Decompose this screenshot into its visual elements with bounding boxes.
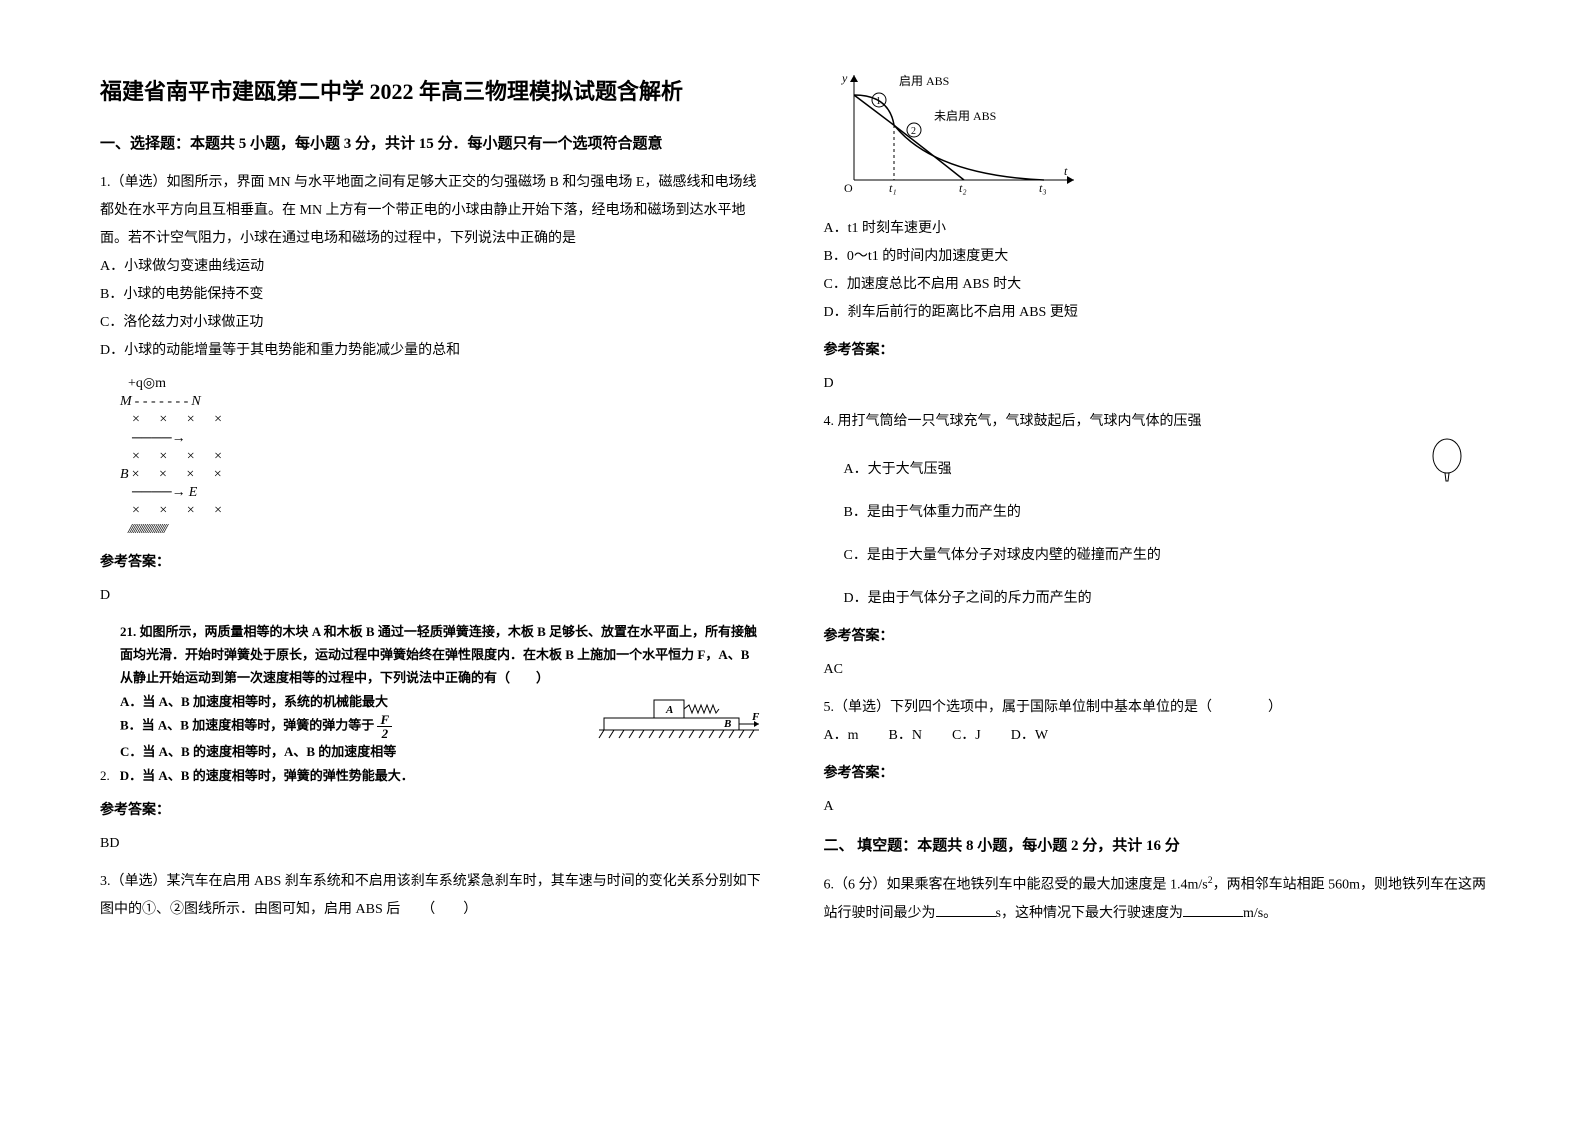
q5-optB: B．N [889, 722, 922, 750]
svg-text:A: A [665, 704, 673, 716]
svg-text:未启用 ABS: 未启用 ABS [934, 109, 996, 123]
svg-text:y: y [841, 71, 848, 85]
svg-text:F: F [751, 711, 760, 723]
q5-answer: A [824, 793, 1488, 821]
q1-E: E [189, 484, 198, 502]
q21-stem: 21. 如图所示，两质量相等的木块 A 和木板 B 通过一轻质弹簧连接，木板 B… [120, 620, 764, 690]
q1-charge-label: +q◎m [128, 375, 764, 393]
q1-optA: A．小球做匀变速曲线运动 [100, 253, 764, 281]
balloon-icon [1427, 436, 1467, 496]
question-1: 1.（单选）如图所示，界面 MN 与水平地面之间有足够大正交的匀强磁场 B 和匀… [100, 169, 764, 610]
q1-answer-label: 参考答案： [100, 549, 764, 577]
svg-text:启用 ABS: 启用 ABS [899, 74, 949, 88]
q1-stem: 1.（单选）如图所示，界面 MN 与水平地面之间有足够大正交的匀强磁场 B 和匀… [100, 169, 764, 253]
q4-answer: AC [824, 656, 1488, 684]
q5-optD: D．W [1011, 722, 1048, 750]
q4-answer-label: 参考答案： [824, 623, 1488, 651]
q1-crosses3: × × × × [120, 502, 764, 520]
q5-stem: 5.（单选）下列四个选项中，属于国际单位制中基本单位的是（ ） [824, 694, 1488, 722]
q4-optA: A．大于大气压强 [844, 456, 1488, 484]
q3-answer-label: 参考答案： [824, 337, 1488, 365]
svg-text:t₂: t₂ [959, 181, 967, 195]
q1-optD: D．小球的动能增量等于其电势能和重力势能减少量的总和 [100, 337, 764, 365]
q5-answer-label: 参考答案： [824, 760, 1488, 788]
q3-optC: C．加速度总比不启用 ABS 时大 [824, 271, 1488, 299]
q2-answer: BD [100, 830, 764, 858]
q1-B: B [120, 466, 129, 484]
question-5: 5.（单选）下列四个选项中，属于国际单位制中基本单位的是（ ） A．m B．N … [824, 694, 1488, 821]
question-2: 21. 如图所示，两质量相等的木块 A 和木板 B 通过一轻质弹簧连接，木板 B… [100, 620, 764, 858]
svg-text:2: 2 [911, 126, 916, 137]
q4-optC: C．是由于大量气体分子对球皮内壁的碰撞而产生的 [844, 542, 1488, 570]
svg-text:1: 1 [876, 96, 881, 107]
q1-N: N [191, 393, 200, 411]
left-column: 福建省南平市建瓯第二中学 2022 年高三物理模拟试题含解析 一、选择题：本题共… [100, 70, 764, 1052]
right-column: 1 2 y t O t₁ t₂ t₃ 启用 ABS 未启用 ABS A．t1 时… [824, 70, 1488, 1052]
question-4: 4. 用打气筒给一只气球充气，气球鼓起后，气球内气体的压强 A．大于大气压强 B… [824, 408, 1488, 684]
svg-text:t₁: t₁ [889, 181, 897, 195]
q1-answer: D [100, 582, 764, 610]
q1-diagram: +q◎m M - - - - - - - N × × × × ────→ × ×… [120, 375, 764, 539]
q6-blank1[interactable] [936, 900, 996, 917]
q4-stem: 4. 用打气筒给一只气球充气，气球鼓起后，气球内气体的压强 [824, 408, 1488, 436]
q1-optC: C．洛伦兹力对小球做正功 [100, 309, 764, 337]
q1-arrow: ────→ [132, 430, 764, 448]
q2-prefix: 2. [100, 764, 110, 787]
q3-optB: B．0～t1 的时间内加速度更大 [824, 243, 1488, 271]
svg-text:t: t [1064, 164, 1068, 178]
section2-header: 二、 填空题：本题共 8 小题，每小题 2 分，共计 16 分 [824, 831, 1488, 861]
q6-unit1: s，这种情况下最大行驶速度为 [996, 906, 1183, 921]
q5-optC: C．J [952, 722, 981, 750]
q3-graph: 1 2 y t O t₁ t₂ t₃ 启用 ABS 未启用 ABS [834, 70, 1084, 200]
question-3-stem: 3.（单选）某汽车在启用 ABS 刹车系统和不启用该刹车系统紧急刹车时，其车速与… [100, 868, 764, 924]
section1-header: 一、选择题：本题共 5 小题，每小题 3 分，共计 15 分．每小题只有一个选项… [100, 129, 764, 159]
q4-optB: B．是由于气体重力而产生的 [844, 499, 1488, 527]
svg-text:B: B [723, 718, 731, 730]
q21-optC: C．当 A、B 的速度相等时，A、B 的加速度相等 [120, 740, 764, 763]
q1-M: M [120, 393, 132, 411]
question-6: 6.（6 分）如果乘客在地铁列车中能忍受的最大加速度是 1.4m/s2，两相邻车… [824, 871, 1488, 928]
page-title: 福建省南平市建瓯第二中学 2022 年高三物理模拟试题含解析 [100, 70, 764, 114]
q21-optB: B．当 A、B 加速度相等时，弹簧的弹力等于 F2 [120, 713, 584, 740]
q21-diagram: A B F [594, 690, 764, 740]
q4-optD: D．是由于气体分子之间的斥力而产生的 [844, 585, 1488, 613]
svg-text:t₃: t₃ [1039, 181, 1047, 195]
q3-optD: D．刹车后前行的距离比不启用 ABS 更短 [824, 299, 1488, 327]
q6-unit2: m/s。 [1243, 906, 1277, 921]
q6-blank2[interactable] [1183, 900, 1243, 917]
q1-crosses: × × × × [120, 411, 764, 429]
q1-ground: //////////////////// [128, 521, 764, 539]
q21-optA: A．当 A、B 加速度相等时，系统的机械能最大 [120, 690, 584, 713]
q2-answer-label: 参考答案： [100, 797, 764, 825]
q3-optA: A．t1 时刻车速更小 [824, 215, 1488, 243]
svg-text:O: O [844, 181, 853, 195]
q3-stem: 3.（单选）某汽车在启用 ABS 刹车系统和不启用该刹车系统紧急刹车时，其车速与… [100, 868, 764, 924]
fraction-F-2: F2 [377, 713, 392, 740]
q5-optA: A．m [824, 722, 859, 750]
q1-optB: B．小球的电势能保持不变 [100, 281, 764, 309]
q3-answer: D [824, 370, 1488, 398]
q1-crosses2: × × × × [120, 448, 764, 466]
q6-pre: 6.（6 分）如果乘客在地铁列车中能忍受的最大加速度是 1.4m/s [824, 878, 1208, 893]
q21-optD: D．当 A、B 的速度相等时，弹簧的弹性势能最大． [120, 764, 414, 787]
